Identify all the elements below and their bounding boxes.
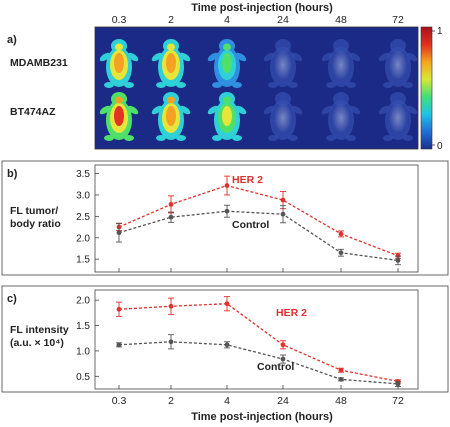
- series-line: [118, 184, 399, 257]
- data-point: [280, 342, 286, 348]
- chart-b-ylabel: FL tumor/body ratio: [10, 205, 61, 230]
- y-tick-label: 1.5: [76, 255, 90, 266]
- colorbar: [420, 26, 433, 150]
- bottom-tick-label: 0.3: [112, 395, 127, 407]
- data-point: [280, 356, 286, 362]
- mouse-image-grid: [99, 39, 418, 141]
- row-label-mdamb231: MDAMB231: [10, 57, 68, 69]
- data-point: [168, 201, 174, 207]
- colorbar-max-label: 1: [437, 26, 443, 37]
- data-point: [116, 342, 122, 348]
- mouse-image: [151, 92, 191, 141]
- data-point: [224, 183, 230, 188]
- data-point: [224, 208, 230, 214]
- data-point: [168, 214, 174, 220]
- mouse-image: [151, 39, 191, 88]
- bottom-axis-title: Time post-injection (hours): [191, 411, 333, 423]
- panel-b-frame: [1, 160, 449, 276]
- data-point: [116, 306, 122, 312]
- bottom-tick-label: 2: [168, 395, 174, 407]
- data-point: [168, 303, 174, 309]
- y-tick-label: 2.5: [76, 212, 90, 223]
- bottom-tick-label: 24: [277, 395, 289, 407]
- data-point: [224, 301, 230, 307]
- panel-b-label: b): [7, 168, 18, 180]
- mouse-image: [378, 92, 418, 141]
- y-tick-label: 2.0: [76, 296, 90, 307]
- y-tick-label: 1.5: [76, 321, 90, 332]
- data-point: [168, 339, 174, 345]
- series-label-control: Control: [257, 361, 294, 373]
- series-line: [118, 210, 399, 262]
- chart-c: 0.5 1.0 1.5 2.0 HER 2 Control: [76, 289, 419, 390]
- data-point: [395, 258, 401, 263]
- mouse-image: [321, 39, 361, 88]
- series-label-her2: HER 2: [232, 174, 263, 186]
- data-point: [280, 197, 286, 203]
- y-tick-label: 3.5: [76, 169, 90, 180]
- top-tick-label: 0.3: [112, 14, 127, 26]
- top-axis-title: Time post-injection (hours): [191, 2, 333, 14]
- mouse-image: [263, 92, 303, 141]
- top-time-ticks: 0.3 2 4 24 48 72: [112, 14, 404, 26]
- series-line: [118, 303, 399, 383]
- data-point: [280, 211, 286, 217]
- data-point: [395, 381, 401, 387]
- series-line: [118, 341, 399, 385]
- svg-text:FL intensity(a.u. × 10⁴): FL intensity (a.u. × 10⁴): [10, 324, 69, 349]
- data-point: [338, 231, 344, 237]
- data-point: [224, 342, 230, 348]
- mouse-image: [99, 39, 139, 88]
- data-point: [338, 250, 344, 256]
- mouse-image: [207, 39, 247, 88]
- data-point: [338, 376, 344, 382]
- top-tick-label: 24: [277, 14, 289, 26]
- y-tick-label: 1.0: [76, 346, 90, 357]
- mouse-image: [99, 92, 139, 141]
- top-tick-label: 48: [335, 14, 347, 26]
- mouse-image: [263, 39, 303, 88]
- plot-area: [94, 164, 419, 273]
- chart-c-ylabel: FL intensity (a.u. × 10⁴): [10, 324, 69, 349]
- imaging-panel: [94, 26, 419, 150]
- panel-a-label: a): [7, 34, 17, 46]
- panel-c-frame: [1, 285, 449, 393]
- row-label-bt474az: BT474AZ: [10, 106, 56, 118]
- mouse-image: [378, 39, 418, 88]
- series-label-control: Control: [232, 219, 269, 231]
- series-label-her2: HER 2: [276, 307, 307, 319]
- top-tick-label: 4: [224, 14, 230, 26]
- bottom-tick-label: 72: [392, 395, 404, 407]
- bottom-tick-label: 48: [335, 395, 347, 407]
- colorbar-min-label: 0: [437, 141, 443, 152]
- mouse-image: [207, 92, 247, 141]
- y-tick-label: 0.5: [76, 372, 90, 383]
- top-tick-label: 72: [392, 14, 404, 26]
- top-tick-label: 2: [168, 14, 174, 26]
- panel-c-label: c): [7, 293, 17, 305]
- bottom-time-ticks: 0.3 2 4 24 48 72: [112, 395, 404, 407]
- data-point: [338, 367, 344, 373]
- plot-area: [94, 289, 419, 390]
- bottom-tick-label: 4: [224, 395, 230, 407]
- data-point: [116, 230, 122, 236]
- y-tick-label: 3.0: [76, 190, 90, 201]
- y-tick-label: 2.0: [76, 233, 90, 244]
- chart-b: 1.5 2.0 2.5 3.0 3.5 HER 2 Control: [76, 164, 419, 273]
- svg-text:FL tumor/body ratio: FL tumor/body ratio: [10, 205, 61, 230]
- mouse-image: [321, 92, 361, 141]
